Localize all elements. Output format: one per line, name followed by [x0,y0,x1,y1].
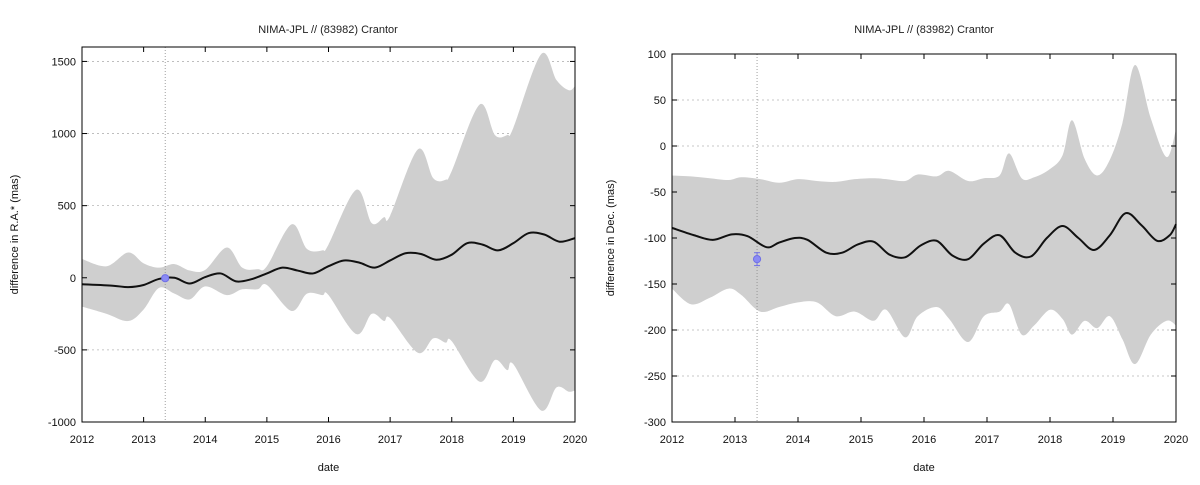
chart-title: NIMA-JPL // (83982) Crantor [854,24,994,36]
y-tick-label: 1000 [52,129,76,141]
y-tick-label: 50 [654,95,666,107]
x-tick-label: 2016 [316,434,340,446]
y-tick-label: 0 [660,141,666,153]
y-tick-label: 100 [648,49,666,61]
uncertainty-band [82,52,575,411]
x-tick-label: 2013 [131,434,155,446]
y-axis-label: difference in Dec. (mas) [605,180,617,297]
x-tick-label: 2018 [1038,434,1062,446]
y-tick-label: 1500 [52,56,76,68]
chart-panel-2: NIMA-JPL // (83982) Crantor -300 -250 -200 -… [605,24,1188,474]
x-axis-label: date [913,462,934,474]
y-axis-label: difference in R.A.* (mas) [9,175,21,295]
x-tick-label: 2019 [501,434,525,446]
y-tick-label: 0 [70,273,76,285]
y-tick-label: -1000 [48,417,76,429]
x-tick-label: 2016 [912,434,936,446]
x-tick-label: 2019 [1101,434,1125,446]
x-tick-label: 2017 [378,434,402,446]
x-tick-label: 2017 [975,434,999,446]
y-tick-label: 500 [58,201,76,213]
observation-point [161,274,170,283]
y-tick-label: -200 [644,325,666,337]
x-tick-label: 2012 [70,434,94,446]
observation-point [752,255,762,264]
y-tick-label: -150 [644,279,666,291]
uncertainty-band [672,65,1176,365]
x-tick-label: 2014 [193,434,217,446]
x-tick-label: 2012 [660,434,684,446]
x-tick-label: 2014 [786,434,810,446]
x-tick-label: 2020 [1164,434,1188,446]
x-tick-label: 2013 [723,434,747,446]
x-axis-label: date [318,462,339,474]
y-tick-label: -100 [644,233,666,245]
x-tick-label: 2015 [255,434,279,446]
series-line [671,212,1177,261]
y-tick-label: -500 [54,345,76,357]
y-tick-label: -250 [644,371,666,383]
x-tick-label: 2018 [440,434,464,446]
y-tick-label: -50 [650,187,666,199]
chart-title: NIMA-JPL // (83982) Crantor [258,24,398,36]
series-line [81,231,576,289]
x-tick-label: 2015 [849,434,873,446]
y-tick-label: -300 [644,417,666,429]
x-tick-label: 2020 [563,434,587,446]
chart-panel-1: NIMA-JPL // (83982) Crantor -1000 -500 0 500… [9,24,587,474]
